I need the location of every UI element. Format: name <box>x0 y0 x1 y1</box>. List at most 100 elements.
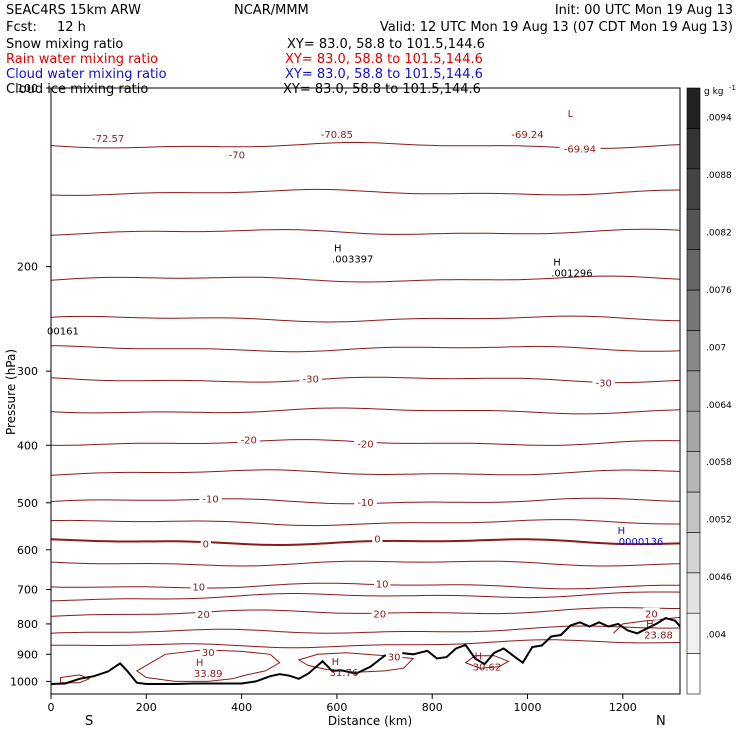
x-tick-label: 600 <box>326 701 347 714</box>
colorbar-swatch <box>686 168 701 210</box>
colorbar-label: .0082 <box>706 228 732 238</box>
model-title: SEAC4RS 15km ARW <box>6 3 141 18</box>
colorbar-swatch <box>686 208 701 250</box>
colorbar-label: .0046 <box>706 573 732 583</box>
contour-line-28 <box>51 639 680 649</box>
contour-label-bg <box>299 372 323 385</box>
contour-label-bg <box>200 646 217 659</box>
contour-line--60 <box>51 188 680 196</box>
extremum-value: .0000136 <box>616 537 664 548</box>
extremum-value: .003397 <box>332 254 373 265</box>
terrain-line <box>51 617 680 685</box>
edge-label: L <box>568 109 574 120</box>
contour-label: -72.57 <box>92 134 124 145</box>
field-name-cloud-ice: Cloud ice mixing ratio <box>6 82 148 97</box>
temperature-contours <box>51 141 680 684</box>
contour-line-0 <box>51 538 680 547</box>
y-tick-label: 500 <box>17 497 38 510</box>
extrema-markers: H.003397 H.001296H.0000136H33.89H31.76H30… <box>194 243 673 680</box>
contour-label-bg <box>316 127 358 140</box>
contour-label-bg <box>190 580 207 593</box>
contour-label: -20 <box>241 436 257 447</box>
contour-label: -30 <box>303 375 319 386</box>
extremum-marker: H <box>196 658 204 669</box>
colorbar-swatch <box>686 653 701 695</box>
colorbar-swatch <box>686 491 701 533</box>
colorbar-swatch <box>686 572 701 614</box>
colorbar-swatch <box>686 87 701 129</box>
colorbar-swatch <box>686 289 701 331</box>
y-tick-label: 700 <box>17 584 38 597</box>
colorbar-unit-exponent: -1 <box>729 84 736 92</box>
field-xy-rain: XY= 83.0, 58.8 to 101.5,144.6 <box>285 52 483 67</box>
contour-label-bg <box>200 537 211 550</box>
contour-line--40 <box>51 315 680 323</box>
contour-label-bg <box>87 132 129 145</box>
x-axis-label: Distance (km) <box>328 714 412 728</box>
field-name-rain: Rain water mixing ratio <box>6 52 158 67</box>
valid-time: Valid: 12 UTC Mon 19 Aug 13 (07 CDT Mon … <box>380 20 733 35</box>
contour-label-bg <box>237 433 261 446</box>
y-tick-label: 200 <box>17 261 38 274</box>
contour-label: -70.85 <box>321 130 353 141</box>
contour-label-bg <box>199 492 222 505</box>
init-time: Init: 00 UTC Mon 19 Aug 13 <box>555 3 733 18</box>
extremum-value: .001296 <box>551 269 592 280</box>
contour-line--25 <box>51 407 680 415</box>
y-tick-label: 100 <box>17 82 38 95</box>
contour-line--15 <box>51 469 680 476</box>
colorbar-swatch <box>686 370 701 412</box>
contour-label-bg <box>371 607 388 620</box>
contour-line--50 <box>51 228 680 236</box>
contour-label: -10 <box>357 498 373 509</box>
contour-label-bg <box>559 142 601 155</box>
colorbar-swatch <box>686 451 701 493</box>
extremum-value: 33.89 <box>194 669 223 680</box>
fcst-value: 12 h <box>57 20 86 35</box>
contour-line--30 <box>51 376 680 384</box>
contour-line-15 <box>51 591 680 602</box>
contour-label: -20 <box>357 440 373 451</box>
fcst-label: Fcst: <box>6 20 37 35</box>
contour-label: -30 <box>596 379 612 390</box>
colorbar: .004 .0046 .0052 .0058 .0064 .007 .0076 .0082 .0… <box>686 87 732 695</box>
x-tick-label: 200 <box>136 701 157 714</box>
contour-label: 0 <box>374 534 380 545</box>
endpoint-south: S <box>85 714 93 729</box>
contour-label-bg <box>385 650 403 663</box>
contour-label-bg <box>195 608 212 621</box>
contour-label: 20 <box>197 610 210 621</box>
contour-label: 30 <box>388 652 401 663</box>
plot-frame <box>50 87 681 695</box>
extremum-marker: H <box>475 651 483 662</box>
y-axis-label: Pressure (hPa) <box>4 349 18 435</box>
y-tick-label: 300 <box>17 365 38 378</box>
contour-line--35 <box>51 345 680 353</box>
contour-label: -10 <box>202 495 218 506</box>
contour-label: 20 <box>373 610 386 621</box>
extremum-value: 23.88 <box>644 630 673 641</box>
contour-label-bg <box>354 437 377 450</box>
field-name-snow: Snow mixing ratio <box>6 37 123 52</box>
colorbar-swatch <box>686 532 701 574</box>
contour-label: 0 <box>203 540 209 551</box>
colorbar-unit: g kg <box>704 87 724 97</box>
contour-label: -69.24 <box>511 130 543 141</box>
contour-label: 20 <box>645 610 658 621</box>
colorbar-swatch <box>686 410 701 452</box>
contour-label-bg <box>373 577 391 590</box>
field-name-cloud-water: Cloud water mixing ratio <box>6 67 167 82</box>
colorbar-label: .0058 <box>706 458 732 468</box>
x-tick-label: 800 <box>422 701 443 714</box>
contour-pocket-2 <box>297 652 415 673</box>
y-tick-label: 900 <box>17 648 38 661</box>
contour-label-bg <box>506 127 549 140</box>
colorbar-swatch <box>686 612 701 654</box>
contour-label-bg <box>354 495 377 508</box>
contour-pocket-3 <box>464 655 510 669</box>
contour-line--5 <box>51 519 680 527</box>
colorbar-label: .0088 <box>706 171 732 181</box>
contour-line-20 <box>51 607 680 617</box>
contour-label-bg <box>592 376 616 389</box>
